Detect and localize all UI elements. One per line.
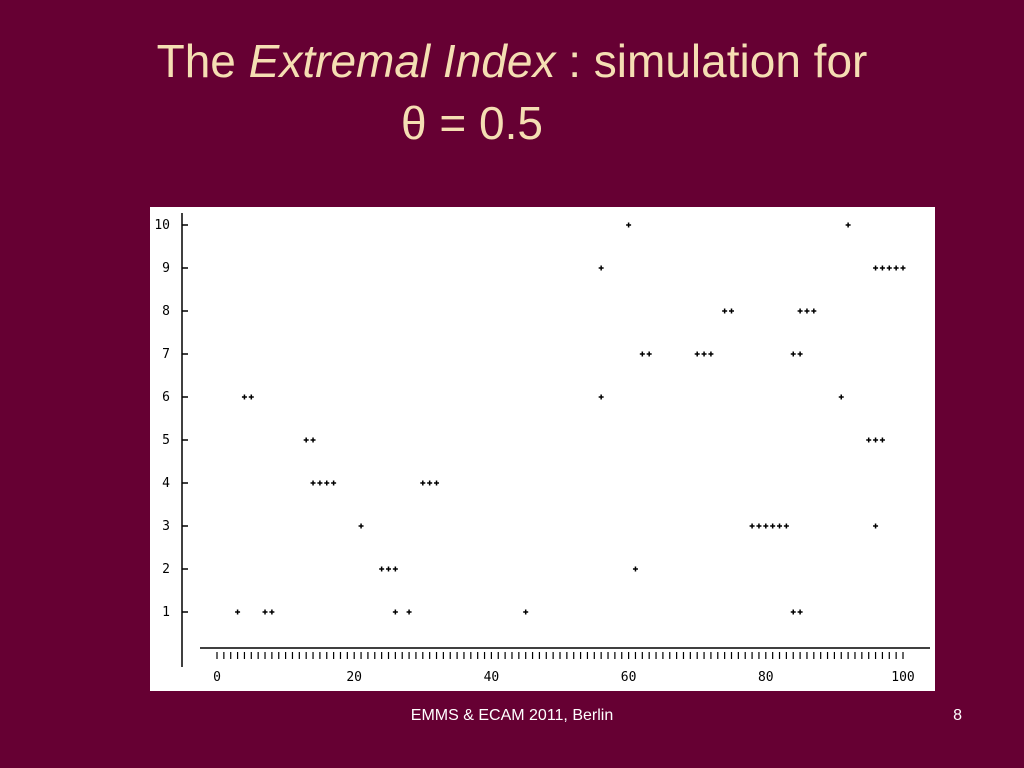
data-point <box>598 394 604 400</box>
y-tick-label: 5 <box>162 433 170 448</box>
data-point <box>324 480 330 486</box>
data-point <box>838 394 844 400</box>
x-tick-label: 40 <box>484 670 500 685</box>
data-point <box>770 523 776 529</box>
data-points <box>235 222 906 615</box>
data-point <box>777 523 783 529</box>
page-number: 8 <box>953 707 962 724</box>
title-line-1: The Extremal Index : simulation for <box>0 30 1024 92</box>
x-tick-label: 80 <box>758 670 774 685</box>
data-point <box>722 308 728 314</box>
x-tick-label: 60 <box>621 670 637 685</box>
data-point <box>392 566 398 572</box>
data-point <box>235 609 241 615</box>
data-point <box>420 480 426 486</box>
data-point <box>873 437 879 443</box>
scatter-chart: 1 2 3 4 5 6 7 8 9 10 0 20 40 60 80 100 <box>150 207 935 691</box>
data-point <box>241 394 247 400</box>
title-suffix: : simulation for <box>555 35 868 87</box>
data-point <box>756 523 762 529</box>
data-point <box>331 480 337 486</box>
data-point <box>626 222 632 228</box>
data-point <box>790 609 796 615</box>
title-prefix: The <box>156 35 249 87</box>
y-tick-label: 2 <box>162 562 170 577</box>
y-tick-label: 4 <box>162 476 170 491</box>
y-tick-label: 7 <box>162 347 170 362</box>
title-line-2: θ = 0.5 <box>401 97 543 149</box>
y-tick-label: 1 <box>162 605 170 620</box>
data-point <box>873 523 879 529</box>
data-point <box>386 566 391 572</box>
title-italic-term: Extremal Index <box>248 35 556 87</box>
data-point <box>873 265 879 271</box>
data-point <box>879 437 885 443</box>
data-point <box>694 351 700 357</box>
data-point <box>790 351 796 357</box>
data-point <box>392 609 398 615</box>
x-tick-label: 100 <box>891 670 914 685</box>
data-point <box>701 351 707 357</box>
footer-text: EMMS & ECAM 2011, Berlin <box>410 707 614 724</box>
data-point <box>310 480 316 486</box>
x-tick-label: 20 <box>346 670 362 685</box>
chart-svg: 1 2 3 4 5 6 7 8 9 10 0 20 40 60 80 100 <box>154 213 930 685</box>
y-axis-ticks: 1 2 3 4 5 6 7 8 9 10 <box>154 218 188 620</box>
data-point <box>708 351 714 357</box>
data-point <box>797 351 803 357</box>
data-point <box>886 265 892 271</box>
y-tick-label: 3 <box>162 519 170 534</box>
data-point <box>845 222 851 228</box>
data-point <box>879 265 885 271</box>
data-point <box>729 308 734 314</box>
data-point <box>427 480 433 486</box>
y-tick-label: 8 <box>162 304 170 319</box>
data-point <box>310 437 316 443</box>
data-point <box>317 480 323 486</box>
data-point <box>900 265 906 271</box>
data-point <box>646 351 652 357</box>
y-tick-label: 10 <box>154 218 170 233</box>
x-axis-ticks: 0 20 40 60 80 100 <box>213 670 915 685</box>
y-tick-label: 6 <box>162 390 170 405</box>
slide-title: The Extremal Index : simulation for θ = … <box>0 30 1024 154</box>
data-point <box>269 609 275 615</box>
data-point <box>248 394 254 400</box>
data-point <box>797 308 803 314</box>
x-tick-label: 0 <box>213 670 221 685</box>
baseline-marks <box>216 652 904 659</box>
y-tick-label: 9 <box>162 261 170 276</box>
data-point <box>866 437 872 443</box>
data-point <box>811 308 817 314</box>
data-point <box>783 523 789 529</box>
data-point <box>434 480 440 486</box>
data-point <box>639 351 645 357</box>
data-point <box>749 523 755 529</box>
data-point <box>797 609 803 615</box>
data-point <box>598 265 604 271</box>
data-point <box>262 609 268 615</box>
data-point <box>804 308 810 314</box>
data-point <box>632 566 638 572</box>
data-point <box>303 437 309 443</box>
data-point <box>763 523 769 529</box>
data-point <box>358 523 364 529</box>
data-point <box>893 265 899 271</box>
data-point <box>406 609 412 615</box>
data-point <box>379 566 385 572</box>
data-point <box>523 609 529 615</box>
